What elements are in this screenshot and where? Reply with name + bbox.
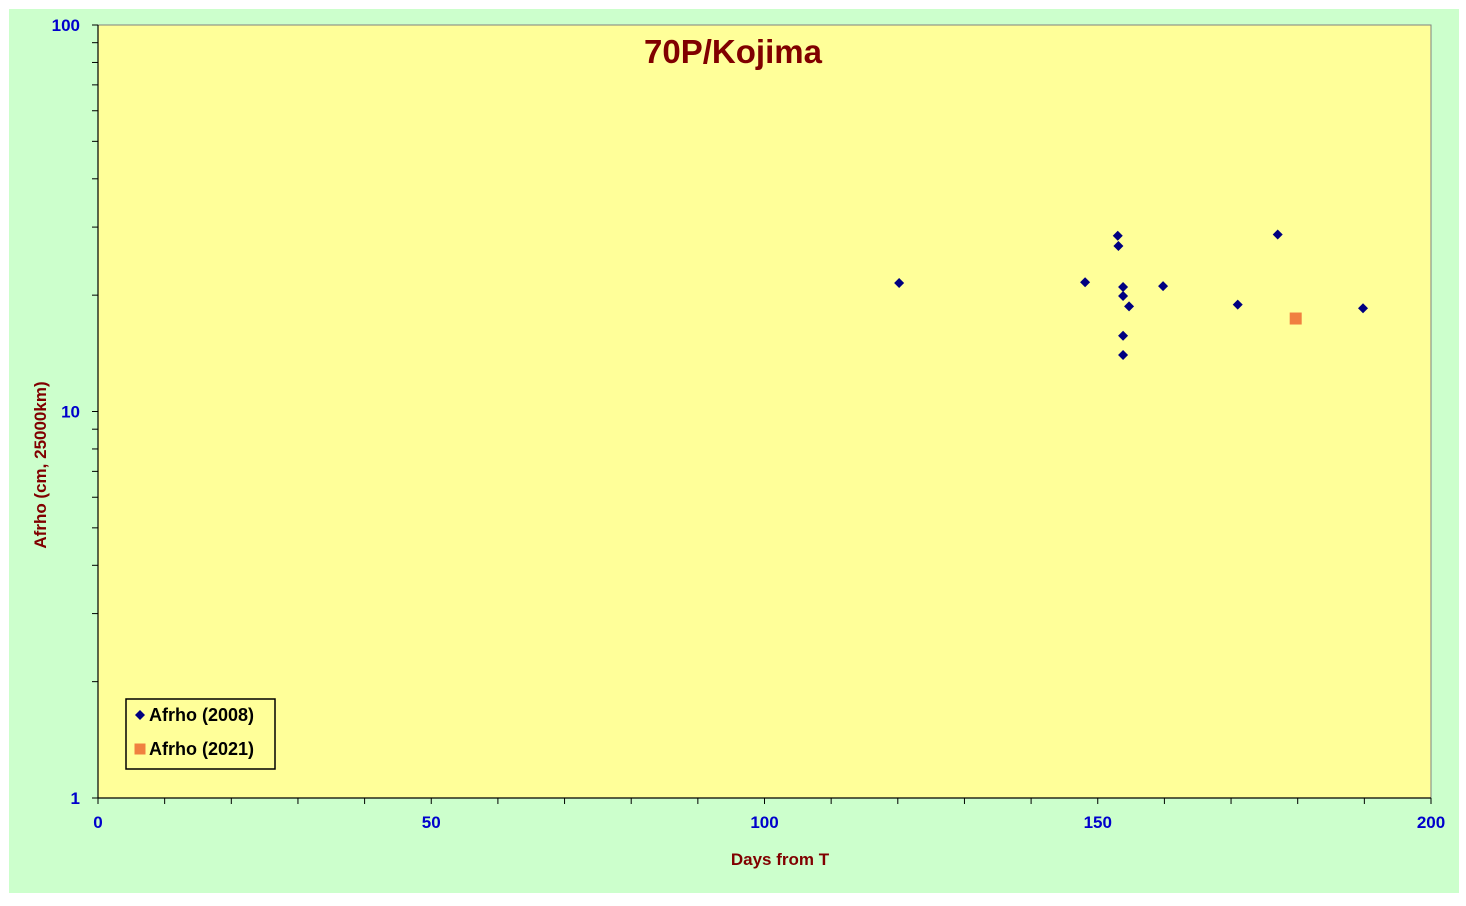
legend-label-afrho-2021: Afrho (2021) xyxy=(149,739,254,759)
x-tick-label: 150 xyxy=(1084,813,1112,832)
data-point-afrho-2008 xyxy=(1118,350,1129,361)
x-tick-label: 0 xyxy=(93,813,102,832)
y-tick-label: 10 xyxy=(61,403,80,422)
legend-marker-afrho-2008 xyxy=(135,710,145,720)
data-point-afrho-2008 xyxy=(1118,290,1129,301)
data-points xyxy=(894,229,1369,361)
data-point-afrho-2008 xyxy=(1124,301,1135,312)
axes: 0 50 100 150 200 1 10 100 xyxy=(52,16,1446,832)
data-point-afrho-2008 xyxy=(1113,241,1124,252)
legend: Afrho (2008) Afrho (2021) xyxy=(125,698,276,770)
data-point-afrho-2008 xyxy=(1272,229,1283,240)
y-axis-title: Afrho (cm, 25000km) xyxy=(31,381,50,548)
data-point-afrho-2008 xyxy=(1358,303,1369,314)
legend-box xyxy=(125,698,276,770)
legend-label-afrho-2008: Afrho (2008) xyxy=(149,705,254,725)
y-tick-label: 1 xyxy=(71,789,80,808)
data-point-afrho-2008 xyxy=(1232,299,1243,310)
data-point-afrho-2021 xyxy=(1289,312,1302,325)
data-point-afrho-2008 xyxy=(1080,277,1091,288)
y-tick-label: 100 xyxy=(52,16,80,35)
plot-area-background xyxy=(97,24,1432,799)
data-point-afrho-2008 xyxy=(1118,330,1129,341)
data-point-afrho-2008 xyxy=(1118,281,1129,292)
x-tick-label: 200 xyxy=(1417,813,1445,832)
data-point-afrho-2008 xyxy=(1158,281,1169,292)
data-point-afrho-2008 xyxy=(894,278,905,289)
data-point-afrho-2008 xyxy=(1112,230,1123,241)
legend-marker-afrho-2021 xyxy=(134,743,146,755)
x-tick-label: 100 xyxy=(750,813,778,832)
x-tick-label: 50 xyxy=(422,813,441,832)
chart-title: 70P/Kojima xyxy=(644,33,823,70)
x-axis-title: Days from T xyxy=(731,850,830,869)
